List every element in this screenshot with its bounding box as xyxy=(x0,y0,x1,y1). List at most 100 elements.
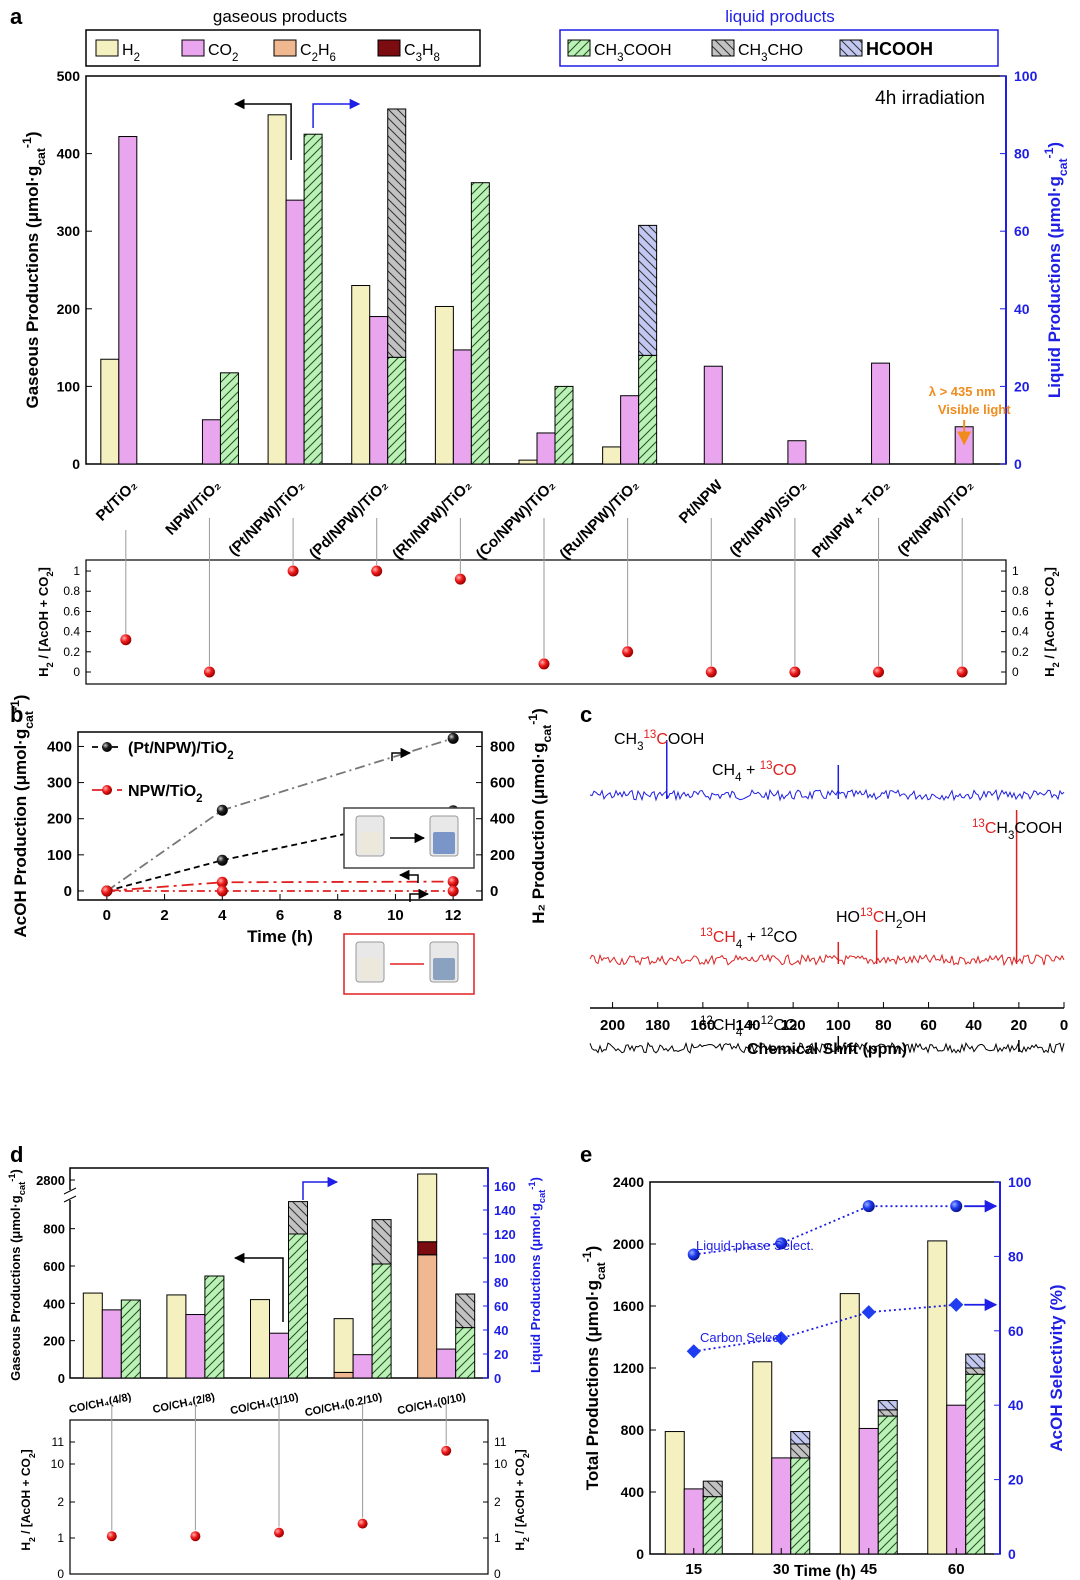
y2-tick-label: 20 xyxy=(1014,378,1030,394)
x-axis-label: Time (h) xyxy=(247,927,313,946)
text-span: CH xyxy=(713,929,736,946)
x-tick-label: CO/CH₄(0.2/10) xyxy=(304,1391,384,1419)
text-span: H xyxy=(318,42,330,59)
ratio-point xyxy=(203,666,215,678)
bar-CH3CHO xyxy=(371,1219,392,1265)
text-span: NPW/TiO xyxy=(128,783,196,800)
text-span: + xyxy=(742,1017,760,1034)
text-span: 3 xyxy=(617,52,623,64)
y-tick-label: 400 xyxy=(43,1296,65,1311)
text-span: CH xyxy=(738,42,761,59)
x-tick-label: 100 xyxy=(826,1017,851,1034)
series-point xyxy=(216,854,228,866)
bar-CH3COOH xyxy=(638,354,658,465)
legend-swatch-H2 xyxy=(95,39,119,57)
x-tick-label: Pt/NPW xyxy=(676,476,727,527)
y-tick-label: 0 xyxy=(636,1546,644,1562)
ratio-tick-label: 0 xyxy=(57,1567,64,1580)
y2-tick-label: 60 xyxy=(1008,1323,1024,1339)
text-span: 3 xyxy=(416,52,422,64)
legend-label-CO2: CO2 xyxy=(208,42,238,64)
text-span: / [AcOH + CO xyxy=(19,1458,33,1537)
ratio-tick-label: 2 xyxy=(57,1495,64,1509)
bar-H2 xyxy=(267,114,287,465)
text-span: cat xyxy=(594,1262,608,1280)
text-span: Liquid Productions (μmol·g xyxy=(1045,176,1064,398)
text-span: H xyxy=(36,667,51,676)
x-tick-label: 0 xyxy=(1060,1017,1068,1034)
y2-axis-label: H₂ Production (μmol·gcat-1) xyxy=(526,708,554,924)
text-span: 2 xyxy=(521,1453,531,1458)
annotation-wavelength: λ > 435 nm xyxy=(929,384,996,399)
bar-CH3COOH xyxy=(387,356,407,465)
bar-CH3COOH xyxy=(371,1263,392,1379)
legend-swatch-CH3COOH xyxy=(567,39,591,57)
text-span: cat xyxy=(34,148,48,166)
ratio-tick-label-r: 1 xyxy=(494,1531,501,1545)
text-span: CH xyxy=(594,42,617,59)
text-span: cat xyxy=(22,711,36,729)
legend-swatch-C2H6 xyxy=(273,39,297,57)
bar-H2 xyxy=(166,1294,187,1379)
vial-before-liquid xyxy=(359,958,381,980)
nmr-spectrum xyxy=(589,1041,1065,1055)
legend-swatch-C3H8 xyxy=(377,39,401,57)
text-span: ] xyxy=(19,1449,33,1453)
bar-H2 xyxy=(82,1292,103,1379)
x-tick-label: 120 xyxy=(781,1017,806,1034)
panel-label-a: a xyxy=(10,4,23,29)
panel-b-chart: 0 2 4 6 8 10 12 Time (h) 0 100 200 300 400 0 200 400 600… xyxy=(8,695,554,995)
ratio-point xyxy=(538,658,550,670)
ratio-tick-label-r: 0 xyxy=(494,1567,501,1580)
x-tick-label: 140 xyxy=(735,1017,760,1034)
vial-before-liquid xyxy=(359,832,381,854)
bar-CO2 xyxy=(269,1332,289,1379)
ratio-tick-label: 1 xyxy=(57,1531,64,1545)
bar-CO2 xyxy=(352,1354,373,1379)
panel-d-chart: 02004006008002800020406080100120140160Ga… xyxy=(7,1167,547,1580)
text-span: / [AcOH + CO xyxy=(36,577,51,663)
selectivity-point xyxy=(774,1331,789,1346)
bar-CH3COOH xyxy=(288,1233,308,1379)
panel-label-c: c xyxy=(580,702,592,727)
x-tick-label: 160 xyxy=(690,1017,715,1034)
text-span: 12 xyxy=(761,927,774,939)
series-line xyxy=(106,880,454,892)
ratio-tick-label-r: 0.4 xyxy=(1012,625,1029,639)
text-span: 2 xyxy=(134,52,140,64)
text-span: H xyxy=(996,820,1008,837)
selectivity-point xyxy=(861,1305,876,1320)
x-tick-label: CO/CH₄(2/8) xyxy=(152,1391,217,1416)
text-span: ] xyxy=(513,1449,527,1453)
text-span: 12 xyxy=(761,1015,774,1027)
bar-CH3COOH xyxy=(303,133,323,465)
x-tick-label: (Co/NPW)/TiO₂ xyxy=(473,477,559,563)
text-span: 2 xyxy=(1051,571,1061,576)
bar-HCOOH xyxy=(965,1353,986,1369)
text-span: AcOH Production (μmol·g xyxy=(11,729,30,938)
text-span: 13 xyxy=(644,729,657,741)
bar-CH3CHO xyxy=(455,1293,476,1329)
bar-H2 xyxy=(518,459,538,465)
x-tick-label: 15 xyxy=(685,1561,702,1578)
legend-swatch-HCOOH xyxy=(839,39,863,57)
y2-tick-label: 100 xyxy=(1008,1174,1032,1190)
x-tick-label: (Pt/NPW)/SiO₂ xyxy=(726,477,809,560)
series-point xyxy=(216,885,228,897)
legend-label-CH3CHO: CH3CHO xyxy=(738,42,803,64)
y-tick-label: 300 xyxy=(57,223,81,239)
ratio-ylabel-left: H2 / [AcOH + CO2] xyxy=(36,567,55,677)
text-span: 8 xyxy=(434,52,440,64)
bar-CO2 xyxy=(703,365,723,465)
ratio-point xyxy=(190,1531,201,1542)
x-tick-label: 10 xyxy=(387,907,404,924)
bar-CH3COOH xyxy=(877,1415,898,1555)
y-tick-label: 1200 xyxy=(613,1360,644,1376)
y-axis-label: AcOH Production (μmol·gcat-1) xyxy=(8,695,36,938)
text-span: CO xyxy=(208,42,232,59)
text-span: -1 xyxy=(20,137,34,148)
x-tick-label: 20 xyxy=(1011,1017,1028,1034)
text-span: C xyxy=(656,731,668,748)
